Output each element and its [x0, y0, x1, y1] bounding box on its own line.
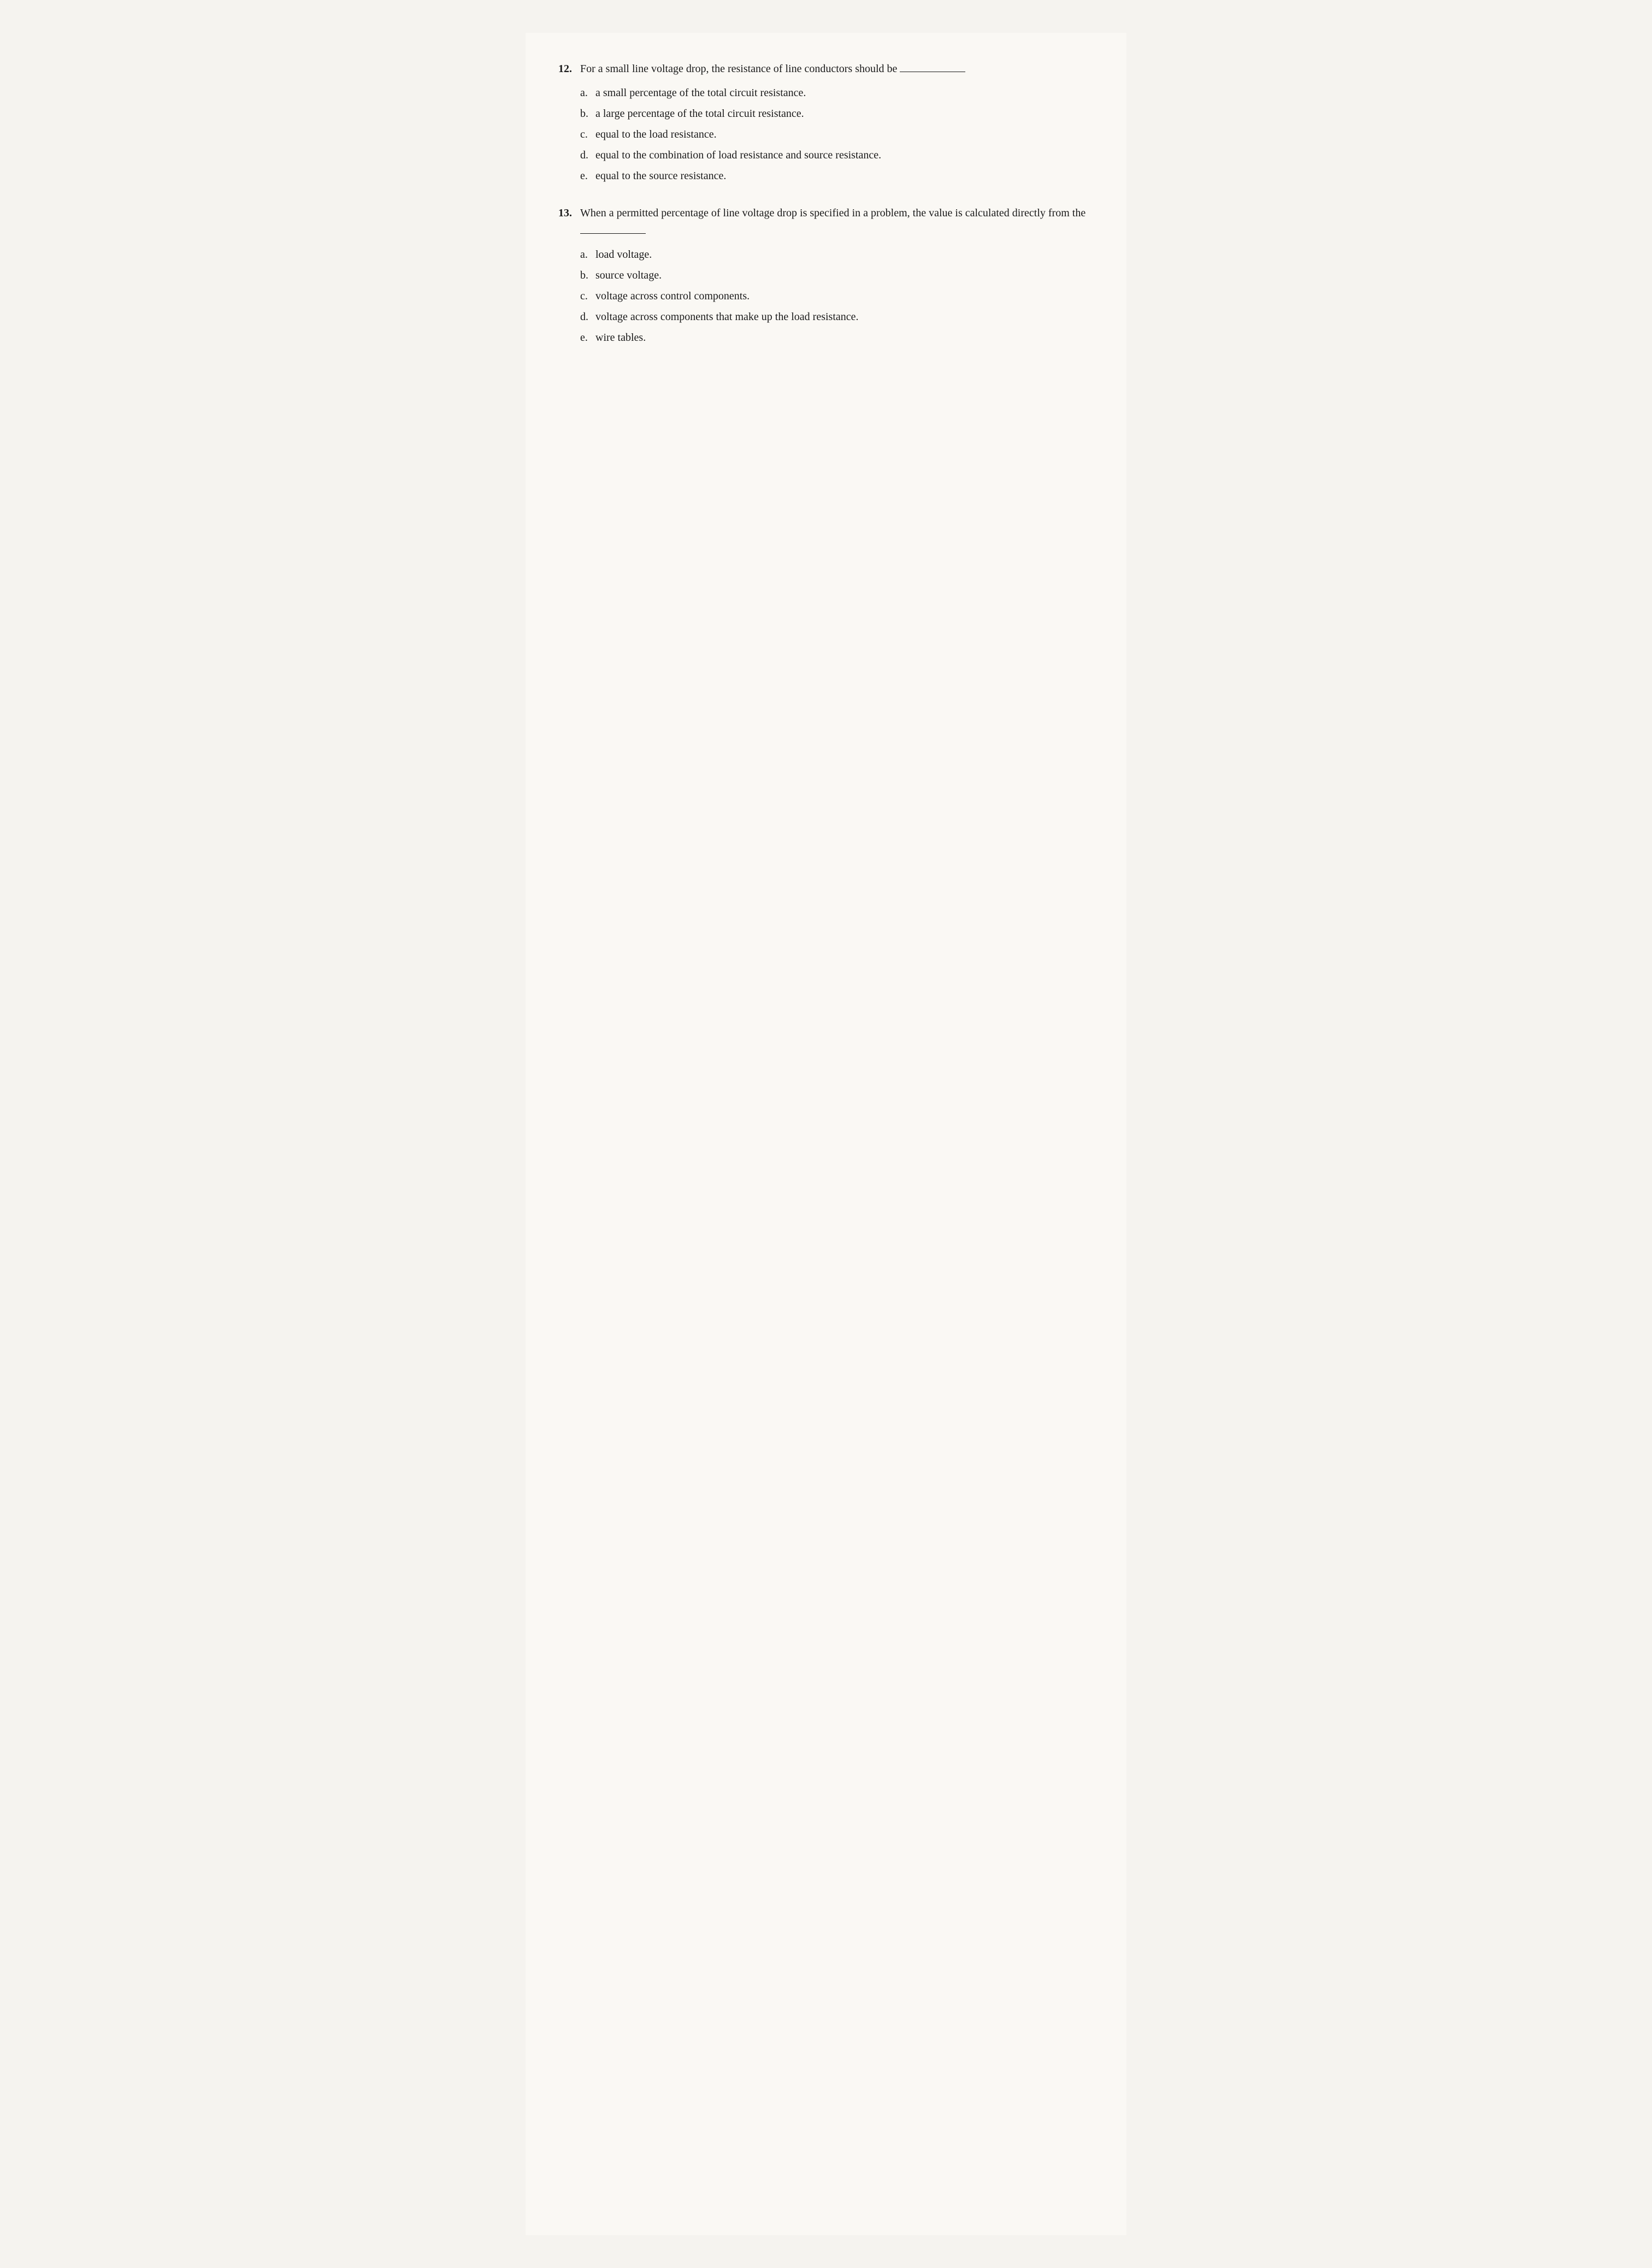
option-text: source voltage. — [595, 267, 1094, 284]
stem-text: For a small line voltage drop, the resis… — [580, 60, 1094, 78]
question-number: 13. — [558, 204, 580, 222]
option-a: a. a small percentage of the total circu… — [580, 84, 1094, 102]
option-c: c. voltage across control components. — [580, 287, 1094, 305]
option-c: c. equal to the load resistance. — [580, 126, 1094, 143]
option-e: e. wire tables. — [580, 329, 1094, 346]
option-text: load voltage. — [595, 246, 1094, 263]
stem-content: When a permitted percentage of line volt… — [580, 207, 1085, 219]
option-text: voltage across components that make up t… — [595, 308, 1094, 326]
option-letter: e. — [580, 329, 595, 346]
option-letter: c. — [580, 126, 595, 143]
option-letter: b. — [580, 267, 595, 284]
question-stem: 12. For a small line voltage drop, the r… — [558, 60, 1094, 78]
stem-text: When a permitted percentage of line volt… — [580, 204, 1094, 239]
option-text: voltage across control components. — [595, 287, 1094, 305]
option-e: e. equal to the source resistance. — [580, 167, 1094, 185]
option-text: equal to the load resistance. — [595, 126, 1094, 143]
option-letter: d. — [580, 146, 595, 164]
option-letter: a. — [580, 246, 595, 263]
options-list: a. load voltage. b. source voltage. c. v… — [580, 246, 1094, 346]
fill-blank — [580, 223, 646, 234]
question-13: 13. When a permitted percentage of line … — [558, 204, 1094, 346]
option-letter: e. — [580, 167, 595, 185]
stem-content: For a small line voltage drop, the resis… — [580, 63, 900, 75]
option-text: wire tables. — [595, 329, 1094, 346]
option-letter: d. — [580, 308, 595, 326]
option-text: equal to the source resistance. — [595, 167, 1094, 185]
option-b: b. a large percentage of the total circu… — [580, 105, 1094, 122]
question-stem: 13. When a permitted percentage of line … — [558, 204, 1094, 239]
option-a: a. load voltage. — [580, 246, 1094, 263]
question-12: 12. For a small line voltage drop, the r… — [558, 60, 1094, 185]
exam-page: 12. For a small line voltage drop, the r… — [526, 33, 1126, 2235]
option-text: a large percentage of the total circuit … — [595, 105, 1094, 122]
option-d: d. equal to the combination of load resi… — [580, 146, 1094, 164]
option-letter: a. — [580, 84, 595, 102]
option-text: equal to the combination of load resista… — [595, 146, 1094, 164]
option-d: d. voltage across components that make u… — [580, 308, 1094, 326]
option-letter: c. — [580, 287, 595, 305]
option-letter: b. — [580, 105, 595, 122]
question-number: 12. — [558, 60, 580, 78]
options-list: a. a small percentage of the total circu… — [580, 84, 1094, 185]
fill-blank — [900, 61, 965, 72]
option-text: a small percentage of the total circuit … — [595, 84, 1094, 102]
option-b: b. source voltage. — [580, 267, 1094, 284]
